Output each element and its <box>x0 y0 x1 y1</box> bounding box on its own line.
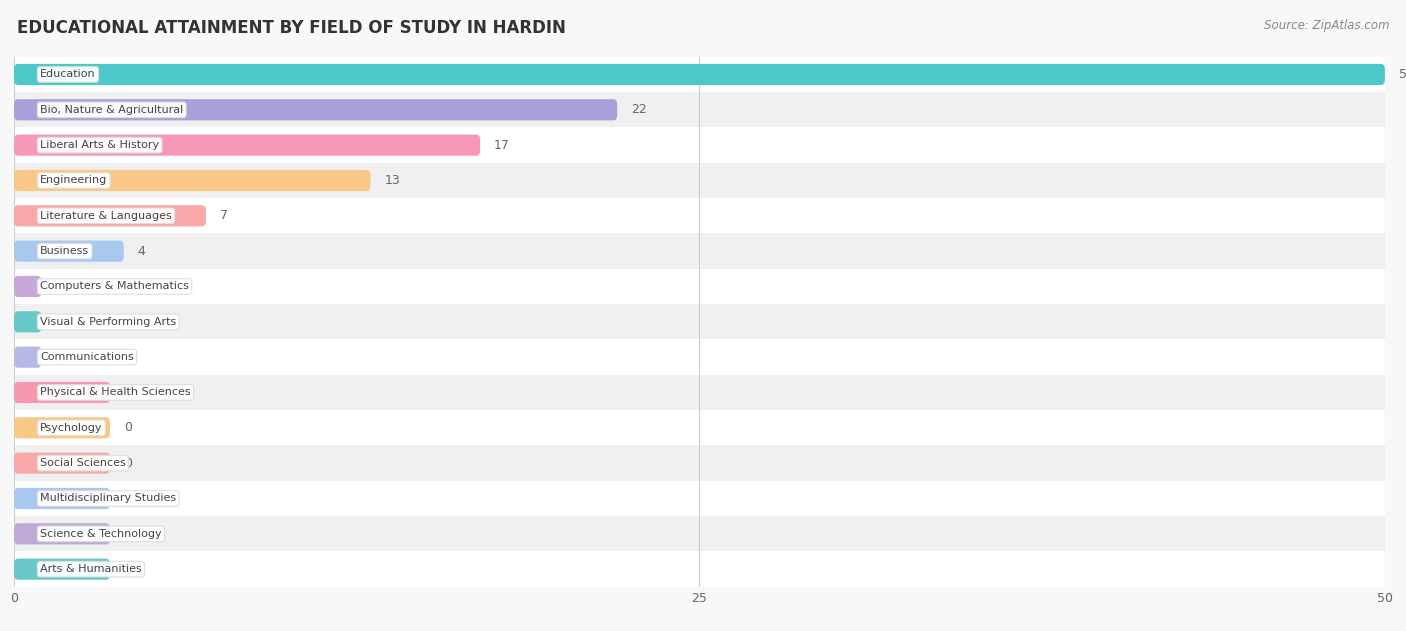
Text: 50: 50 <box>1399 68 1406 81</box>
Bar <box>14 375 1385 410</box>
FancyBboxPatch shape <box>14 558 110 580</box>
Bar <box>14 57 1385 92</box>
Circle shape <box>22 528 32 540</box>
Circle shape <box>22 174 32 187</box>
Text: Physical & Health Sciences: Physical & Health Sciences <box>41 387 191 398</box>
Text: 0: 0 <box>124 563 132 575</box>
Text: Arts & Humanities: Arts & Humanities <box>41 564 142 574</box>
Circle shape <box>22 68 32 81</box>
Text: Psychology: Psychology <box>41 423 103 433</box>
FancyBboxPatch shape <box>14 205 207 227</box>
Bar <box>14 233 1385 269</box>
Bar <box>14 481 1385 516</box>
FancyBboxPatch shape <box>14 240 124 262</box>
Text: Social Sciences: Social Sciences <box>41 458 127 468</box>
Text: Visual & Performing Arts: Visual & Performing Arts <box>41 317 176 327</box>
Text: Liberal Arts & History: Liberal Arts & History <box>41 140 159 150</box>
Text: 13: 13 <box>384 174 399 187</box>
Bar <box>14 304 1385 339</box>
Text: Communications: Communications <box>41 352 134 362</box>
Text: Bio, Nature & Agricultural: Bio, Nature & Agricultural <box>41 105 183 115</box>
Text: 0: 0 <box>124 386 132 399</box>
FancyBboxPatch shape <box>14 99 617 121</box>
Text: 7: 7 <box>219 209 228 222</box>
Bar <box>14 516 1385 551</box>
Bar <box>14 410 1385 445</box>
Bar <box>14 92 1385 127</box>
Text: 1: 1 <box>55 280 63 293</box>
FancyBboxPatch shape <box>14 382 110 403</box>
FancyBboxPatch shape <box>14 276 42 297</box>
Text: Literature & Languages: Literature & Languages <box>41 211 172 221</box>
Text: 0: 0 <box>124 422 132 434</box>
Bar <box>14 163 1385 198</box>
FancyBboxPatch shape <box>14 488 110 509</box>
Text: Engineering: Engineering <box>41 175 107 186</box>
Text: 0: 0 <box>124 528 132 540</box>
FancyBboxPatch shape <box>14 311 42 333</box>
Text: 1: 1 <box>55 316 63 328</box>
Circle shape <box>22 492 32 505</box>
Circle shape <box>22 139 32 151</box>
Circle shape <box>22 209 32 222</box>
Bar <box>14 198 1385 233</box>
Text: 0: 0 <box>124 457 132 469</box>
Text: 0: 0 <box>124 492 132 505</box>
Circle shape <box>22 351 32 363</box>
FancyBboxPatch shape <box>14 452 110 474</box>
FancyBboxPatch shape <box>14 134 481 156</box>
Circle shape <box>22 316 32 328</box>
FancyBboxPatch shape <box>14 170 371 191</box>
Text: 4: 4 <box>138 245 145 257</box>
Text: Science & Technology: Science & Technology <box>41 529 162 539</box>
Bar <box>14 445 1385 481</box>
Bar <box>14 269 1385 304</box>
FancyBboxPatch shape <box>14 523 110 545</box>
Circle shape <box>22 563 32 575</box>
Text: EDUCATIONAL ATTAINMENT BY FIELD OF STUDY IN HARDIN: EDUCATIONAL ATTAINMENT BY FIELD OF STUDY… <box>17 19 565 37</box>
Circle shape <box>22 457 32 469</box>
Bar <box>14 127 1385 163</box>
FancyBboxPatch shape <box>14 64 1385 85</box>
FancyBboxPatch shape <box>14 346 42 368</box>
Bar <box>14 551 1385 587</box>
Circle shape <box>22 103 32 116</box>
Circle shape <box>22 245 32 257</box>
Text: 1: 1 <box>55 351 63 363</box>
Text: Source: ZipAtlas.com: Source: ZipAtlas.com <box>1264 19 1389 32</box>
Text: Education: Education <box>41 69 96 80</box>
Text: 22: 22 <box>631 103 647 116</box>
FancyBboxPatch shape <box>14 417 110 439</box>
Circle shape <box>22 280 32 293</box>
Text: 17: 17 <box>494 139 510 151</box>
Bar <box>14 339 1385 375</box>
Text: Business: Business <box>41 246 89 256</box>
Text: Multidisciplinary Studies: Multidisciplinary Studies <box>41 493 176 504</box>
Text: Computers & Mathematics: Computers & Mathematics <box>41 281 188 292</box>
Circle shape <box>22 386 32 399</box>
Circle shape <box>22 422 32 434</box>
